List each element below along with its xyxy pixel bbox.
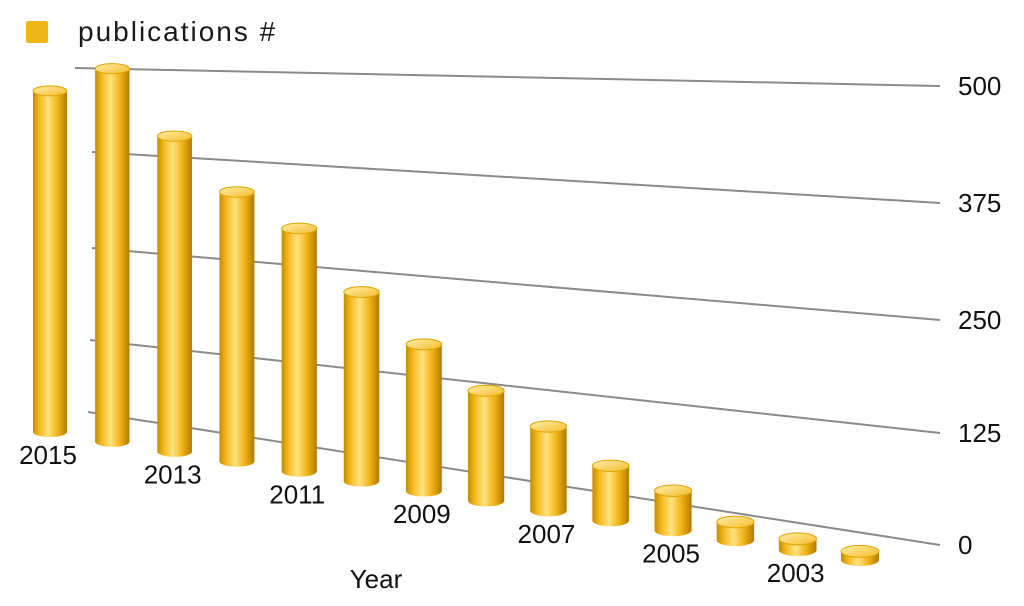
x-axis-title: Year <box>350 564 403 594</box>
y-axis-ticks: 0 125 250 375 500 <box>958 71 1001 560</box>
x-tick-label: 2011 <box>269 479 325 509</box>
legend-swatch <box>26 21 48 43</box>
bars <box>32 63 880 566</box>
bar-body <box>405 344 442 497</box>
bar <box>654 484 693 537</box>
x-tick-label: 2005 <box>642 538 700 568</box>
gridline <box>89 339 941 434</box>
bar-top <box>156 130 193 142</box>
bar <box>156 130 193 457</box>
gridline <box>91 247 941 321</box>
bar-top <box>716 515 755 529</box>
x-tick-label: 2007 <box>518 519 576 549</box>
bar <box>778 532 818 557</box>
bar <box>405 338 443 497</box>
bar <box>343 286 380 487</box>
bar-top <box>840 544 880 558</box>
x-tick-label: 2009 <box>393 499 451 529</box>
bar <box>467 384 505 507</box>
bar <box>32 85 68 437</box>
y-tick-label: 0 <box>958 530 972 560</box>
bar-body <box>95 68 130 447</box>
bar <box>529 420 568 517</box>
bar-top <box>591 459 630 472</box>
y-tick-label: 500 <box>958 71 1001 101</box>
bar-top <box>218 186 255 198</box>
bar-body <box>219 191 255 467</box>
bar <box>591 459 630 527</box>
y-tick-label: 125 <box>958 418 1001 448</box>
bar <box>218 186 255 467</box>
bar-body <box>281 228 317 477</box>
bar-top <box>281 222 318 235</box>
bar-body <box>343 292 380 487</box>
bar-top <box>467 384 505 397</box>
bar <box>840 544 880 566</box>
bar-top <box>343 286 380 298</box>
gridlines <box>74 67 941 546</box>
x-axis-labels: 2015 2013 2011 2009 2007 2005 2003 <box>19 440 825 588</box>
bar-top <box>94 63 130 75</box>
bar-body <box>157 136 192 457</box>
bar <box>94 63 130 447</box>
x-tick-label: 2015 <box>19 440 77 470</box>
gridline <box>91 151 941 204</box>
y-tick-label: 375 <box>958 188 1001 218</box>
bar-top <box>654 484 693 497</box>
bar-body <box>654 490 692 537</box>
x-tick-label: 2003 <box>767 558 825 588</box>
legend-label: publications # <box>78 16 278 47</box>
bar-top <box>32 85 68 97</box>
bar-body <box>33 90 67 437</box>
bar-body <box>530 426 567 517</box>
legend: publications # <box>26 14 277 50</box>
gridline <box>87 411 941 546</box>
bar-top <box>405 338 443 351</box>
bar-top <box>529 420 568 433</box>
bar-body <box>592 465 630 527</box>
bar-body <box>468 390 505 507</box>
bar <box>281 222 318 477</box>
y-tick-label: 250 <box>958 305 1001 335</box>
x-tick-label: 2013 <box>144 460 202 490</box>
bar-top <box>778 532 818 546</box>
bar <box>716 515 755 547</box>
bar-body <box>716 522 755 547</box>
gridline <box>74 67 941 87</box>
